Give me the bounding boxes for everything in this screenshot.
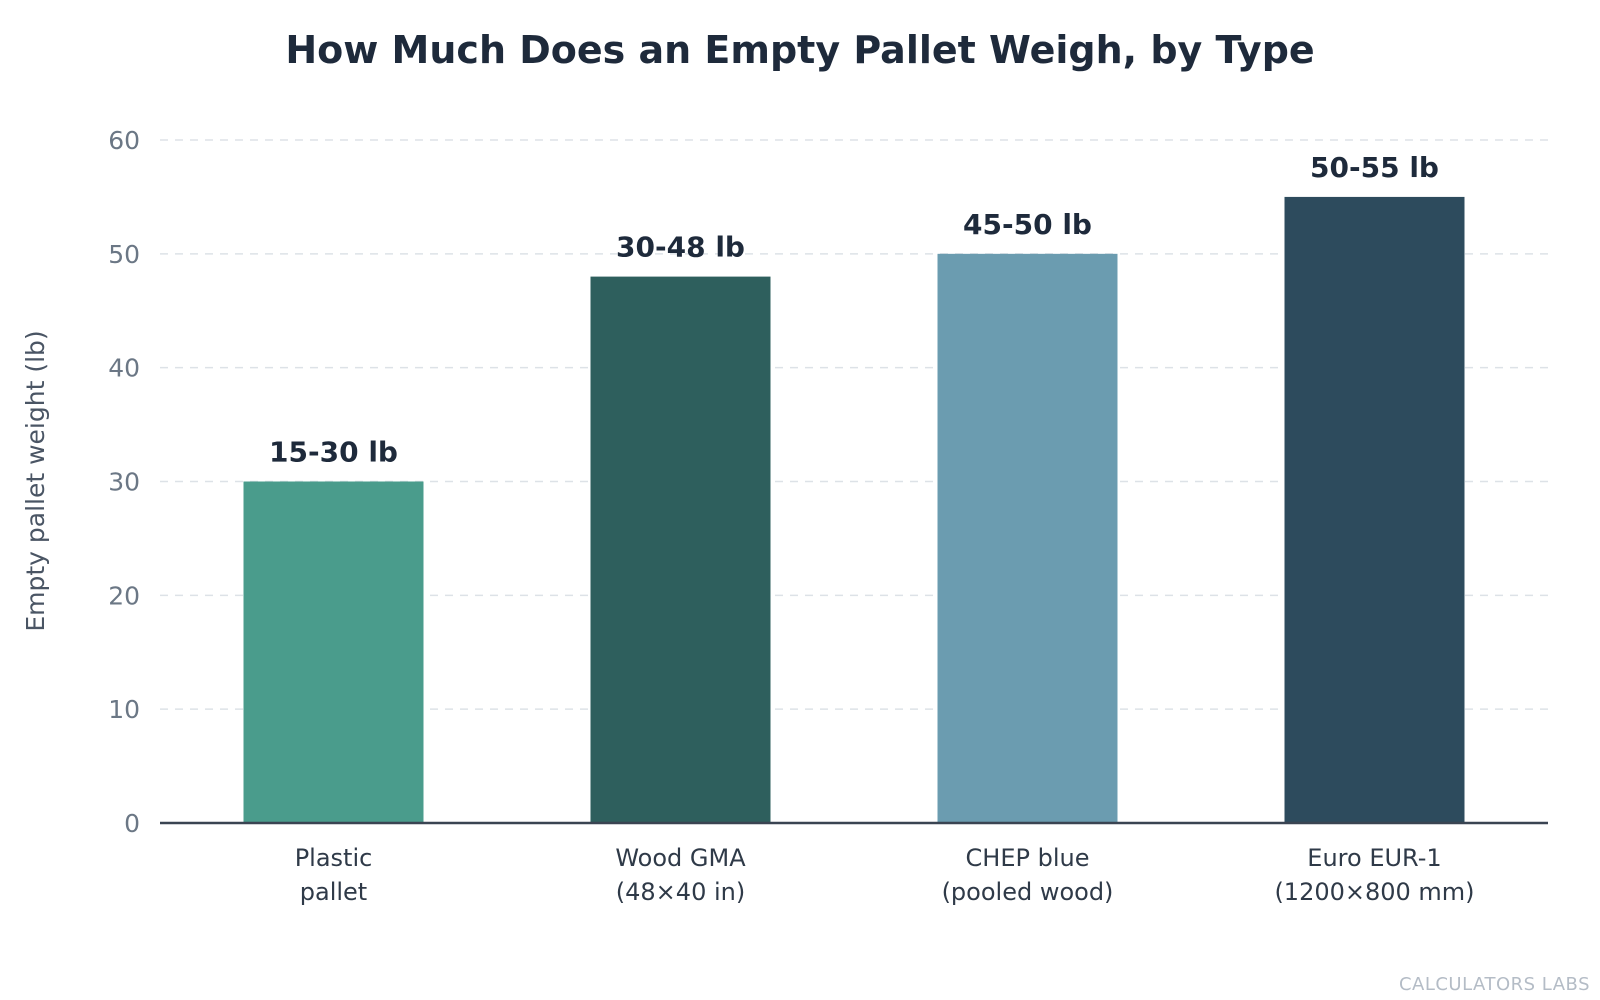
y-axis-label: Empty pallet weight (lb) bbox=[21, 330, 50, 631]
x-tick-label: Euro EUR-1 bbox=[1307, 844, 1441, 872]
y-tick-label: 40 bbox=[108, 354, 140, 383]
y-tick-label: 50 bbox=[108, 240, 140, 269]
bar bbox=[937, 253, 1118, 824]
y-tick-label: 30 bbox=[108, 468, 140, 497]
data-labels: 15-30 lb 30-48 lb 45-50 lb 50-55 lb bbox=[269, 151, 1439, 469]
y-tick-label: 10 bbox=[108, 695, 140, 724]
x-tick-label: (48×40 in) bbox=[616, 878, 745, 906]
bar bbox=[590, 276, 771, 824]
y-tick-labels: 0 10 20 30 40 50 60 bbox=[108, 126, 140, 838]
bar bbox=[243, 481, 424, 823]
x-tick-label: Plastic bbox=[295, 844, 373, 872]
bar-data-label: 15-30 lb bbox=[269, 436, 398, 469]
y-tick-label: 20 bbox=[108, 581, 140, 610]
watermark: CALCULATORS LABS bbox=[1398, 974, 1590, 995]
x-tick-label: CHEP blue bbox=[966, 844, 1090, 872]
y-tick-label: 60 bbox=[108, 126, 140, 155]
x-tick-label: Wood GMA bbox=[615, 844, 746, 872]
chart-title: How Much Does an Empty Pallet Weigh, by … bbox=[285, 28, 1315, 72]
bar bbox=[1284, 196, 1465, 823]
bar-data-label: 45-50 lb bbox=[963, 208, 1092, 241]
bar-data-label: 50-55 lb bbox=[1310, 151, 1439, 184]
bar-data-label: 30-48 lb bbox=[616, 231, 745, 264]
bars bbox=[243, 196, 1465, 824]
x-tick-label: (1200×800 mm) bbox=[1274, 878, 1474, 906]
x-tick-label: (pooled wood) bbox=[942, 878, 1114, 906]
x-tick-labels: Plastic pallet Wood GMA (48×40 in) CHEP blue… bbox=[295, 844, 1475, 906]
x-tick-label: pallet bbox=[300, 878, 367, 906]
y-tick-label: 0 bbox=[124, 809, 140, 838]
